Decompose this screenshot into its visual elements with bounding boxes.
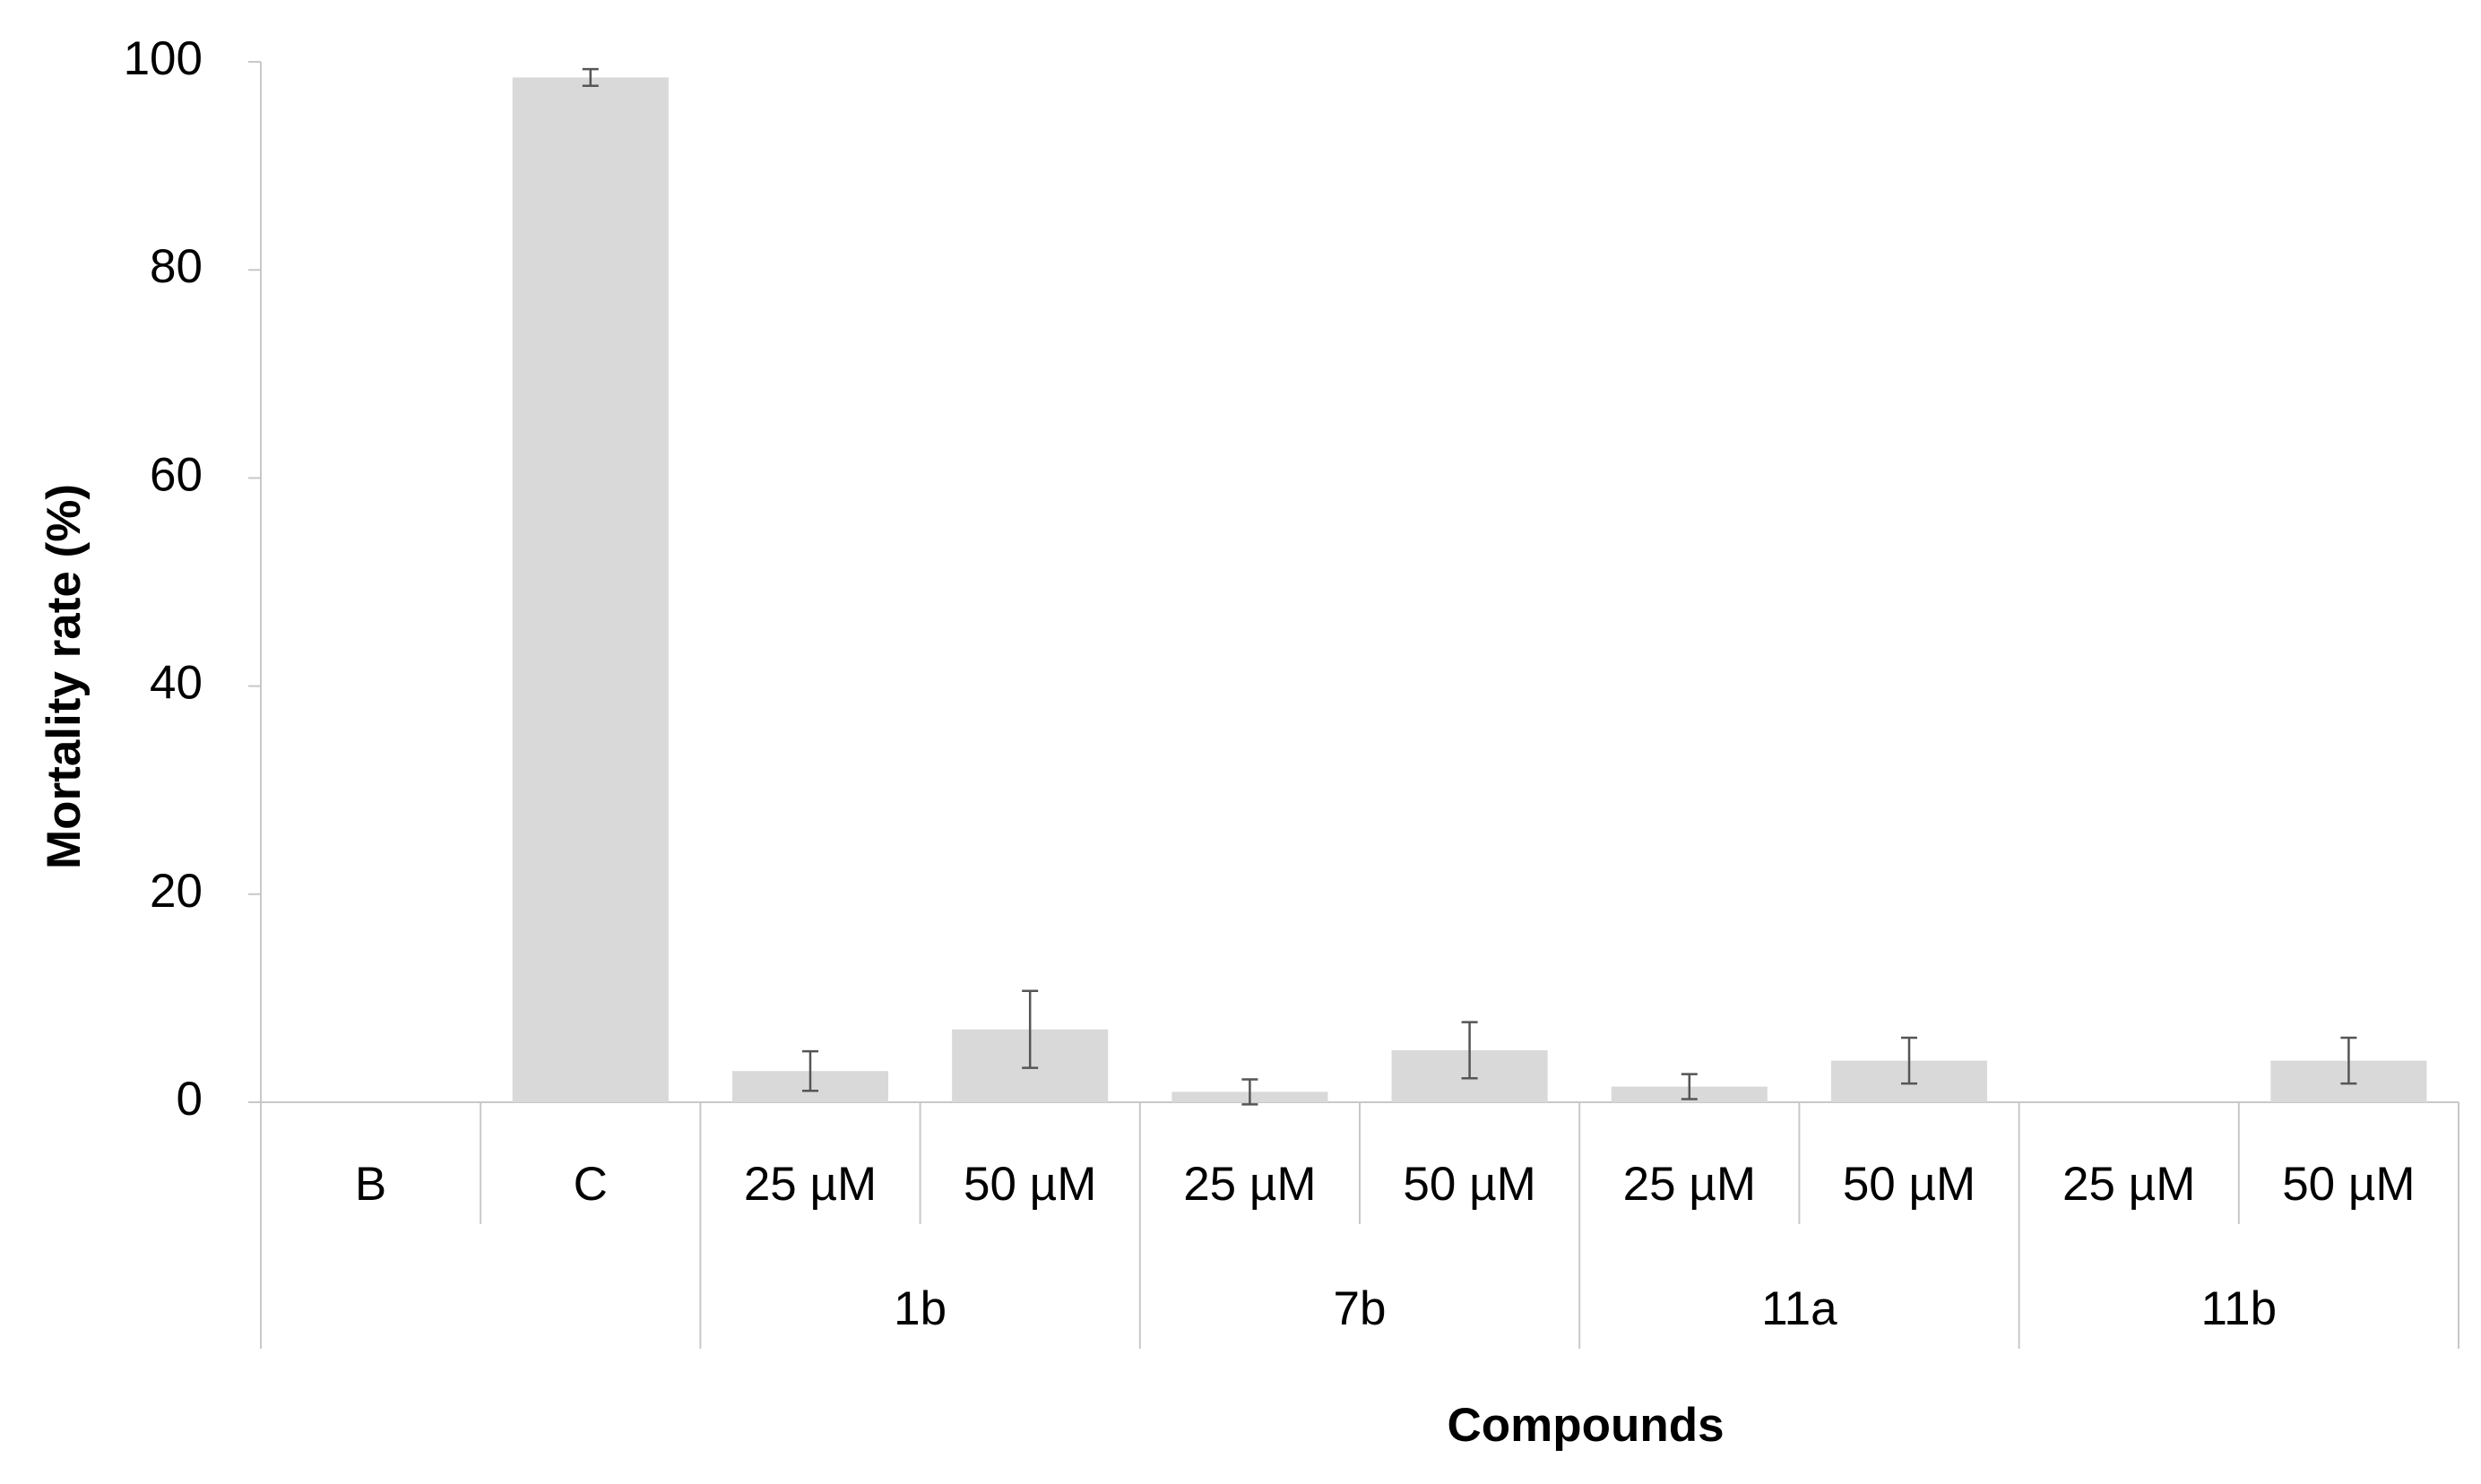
x-tick-label: 25 µM [2062,1158,2195,1211]
x-tick-label: C [574,1158,608,1211]
x-tick-label: 25 µM [1623,1158,1756,1211]
bar [512,77,669,1102]
y-axis-title: Mortality rate (%) [38,484,91,869]
group-label: 7b [1334,1282,1387,1335]
group-label: 1b [894,1282,947,1335]
y-tick-label: 60 [150,448,203,501]
x-axis-title: Compounds [1447,1399,1724,1452]
group-label: 11a [1761,1282,1837,1335]
x-tick-label: 50 µM [1403,1158,1535,1211]
y-tick-label: 20 [150,865,203,918]
x-tick-label: 25 µM [1183,1158,1316,1211]
x-tick-label: 25 µM [744,1158,877,1211]
y-tick-label: 40 [150,657,203,710]
x-tick-label: 50 µM [964,1158,1096,1211]
y-tick-label: 100 [124,32,203,85]
y-tick-label: 0 [177,1073,203,1126]
x-tick-label: 50 µM [1843,1158,1975,1211]
x-tick-label: 50 µM [2282,1158,2415,1211]
x-tick-label: B [355,1158,386,1211]
y-tick-label: 80 [150,240,203,293]
group-label: 11b [2201,1282,2278,1335]
